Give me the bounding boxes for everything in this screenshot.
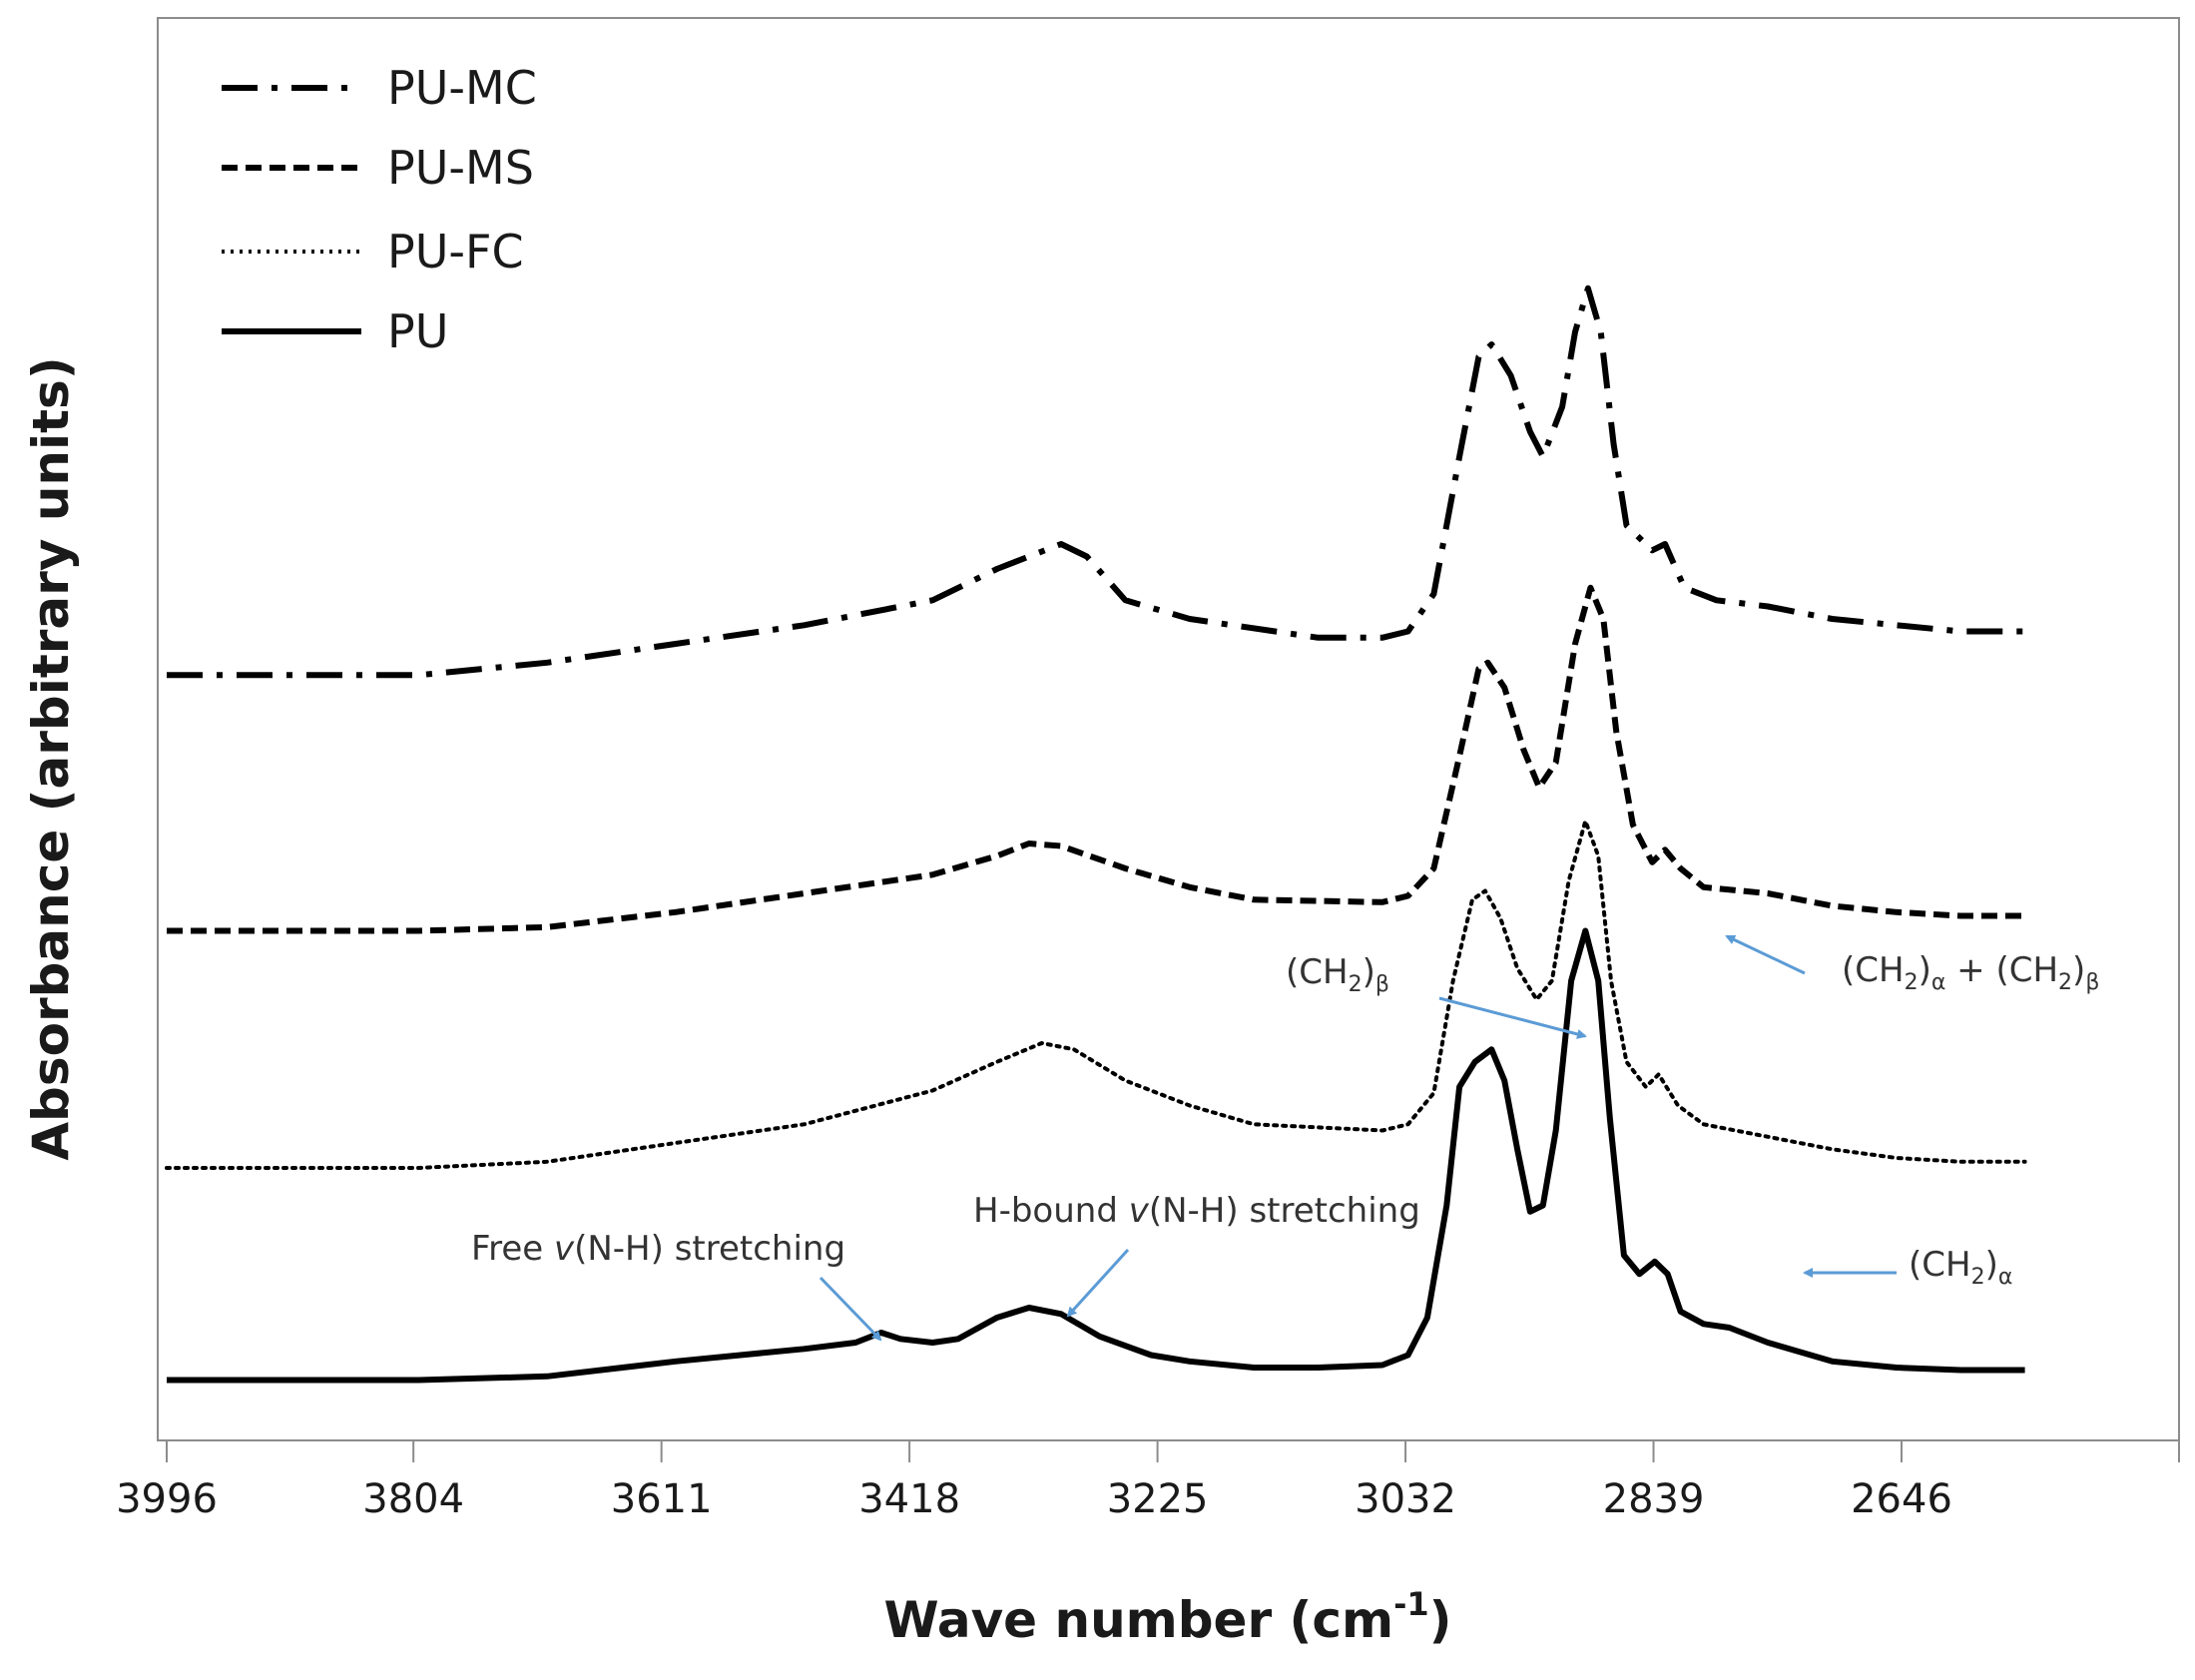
annotation-ch2-alpha-sub2: α (1998, 1265, 2013, 1290)
x-axis-title: Wave number (cm-1) (883, 1585, 1451, 1649)
annotation-ch2-alpha-beta-main: (CH (1842, 950, 1905, 990)
x-tick-label-2646: 2646 (1851, 1476, 1952, 1522)
annotation-free-nh-nu: v (554, 1229, 575, 1269)
x-axis-ticks: 3996 3804 3611 3418 3225 3032 2839 2646 (116, 1440, 2180, 1522)
annotation-free-nh-part-1: Free (471, 1229, 554, 1269)
annotation-ch2-alpha-beta-sub1-b: 2 (2058, 970, 2072, 995)
x-tick-label-3418: 3418 (858, 1476, 960, 1522)
annotation-ch2-alpha-beta-close-b: ) (2072, 950, 2085, 990)
annotation-ch2-beta-close: ) (1363, 952, 1375, 992)
legend: PU-MC PU-MS PU-FC PU (222, 61, 537, 358)
series-line-pu (167, 927, 2025, 1384)
annotation-ch2-alpha-close: ) (1985, 1245, 1998, 1285)
annotation-ch2-beta-sub2: β (1375, 972, 1389, 997)
x-tick-label-3032: 3032 (1355, 1476, 1456, 1522)
annotation-hbound-nh-part-1: H-bound (973, 1191, 1129, 1231)
annotation-ch2-beta-arrow (1438, 996, 1587, 1039)
annotation-ch2-alpha-beta-sub2: α (1931, 970, 1946, 995)
y-axis-title: Absorbance (arbitrary units) (22, 356, 80, 1160)
x-tick-label-3225: 3225 (1107, 1476, 1209, 1522)
x-tick-label-3611: 3611 (611, 1476, 713, 1522)
annotation-ch2-alpha-beta-sub1: 2 (1905, 970, 1919, 995)
legend-label-pu-fc: PU-FC (387, 225, 524, 279)
annotation-ch2-alpha-label: (CH2)α (1909, 1245, 2012, 1290)
annotation-ch2-alpha-sub1: 2 (1971, 1265, 1985, 1290)
annotation-hbound-nh-part-2: (N-H) stretching (1149, 1191, 1420, 1231)
annotation-ch2-alpha-beta-sub2-b: β (2085, 970, 2099, 995)
series-line-pu-fc (165, 819, 2027, 1170)
x-axis-title-text: Wave number (cm (883, 1591, 1393, 1649)
annotation-ch2-alpha-beta-close: ) (1919, 950, 1931, 990)
legend-label-pu-ms: PU-MS (387, 141, 534, 195)
plot-area-frame (157, 17, 2180, 1441)
x-axis-title-superscript: -1 (1393, 1585, 1429, 1623)
annotation-free-nh-label: Free v(N-H) stretching (471, 1229, 845, 1269)
annotation-ch2-alpha-beta-label: (CH2)α + (CH2)β (1842, 950, 2099, 995)
series-layer (165, 284, 2027, 1384)
annotation-hbound-nh-label: H-bound v(N-H) stretching (973, 1191, 1420, 1231)
annotation-ch2-alpha-beta-main-b: (CH (1995, 950, 2058, 990)
annotation-ch2-beta-sub1: 2 (1349, 972, 1363, 997)
annotation-free-nh-part-2: (N-H) stretching (574, 1229, 845, 1269)
annotation-ch2-alpha-beta-plus: + (1945, 950, 1995, 990)
annotation-ch2-beta-label: (CH2)β (1286, 952, 1389, 997)
legend-label-pu: PU (387, 304, 448, 358)
series-line-pu-ms (167, 584, 2025, 934)
annotation-hbound-nh-nu: v (1129, 1191, 1150, 1231)
annotation-ch2-alpha-beta-arrow (1725, 934, 1806, 975)
legend-label-pu-mc: PU-MC (387, 61, 537, 115)
annotation-ch2-alpha-main: (CH (1909, 1245, 1971, 1285)
series-line-pu-mc (167, 284, 2025, 679)
annotation-hbound-nh-arrow (1066, 1248, 1130, 1318)
x-tick-label-3996: 3996 (116, 1476, 218, 1522)
x-tick-label-3804: 3804 (362, 1476, 464, 1522)
x-axis-title-close: ) (1429, 1591, 1452, 1649)
annotation-ch2-beta-main: (CH (1286, 952, 1349, 992)
x-tick-label-2839: 2839 (1603, 1476, 1705, 1522)
annotation-free-nh-arrow (819, 1276, 882, 1342)
annotations: Free v(N-H) stretching H-bound v(N-H) st… (471, 934, 2099, 1342)
